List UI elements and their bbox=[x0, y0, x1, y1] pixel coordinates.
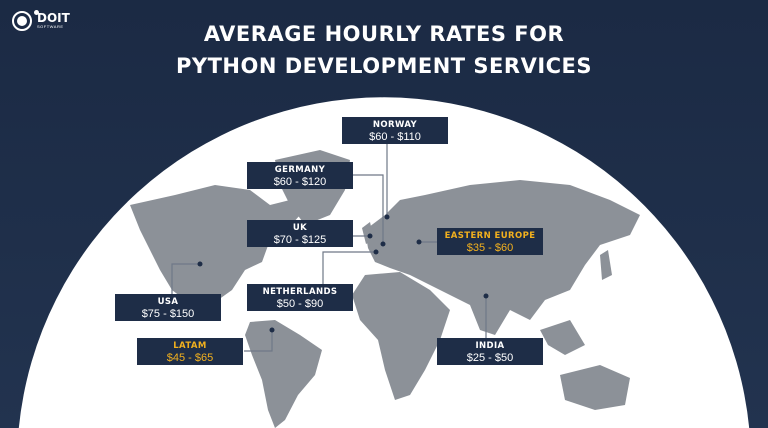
logo: DOIT SOFTWARE bbox=[12, 10, 70, 31]
label-latam: LATAM $45 - $65 bbox=[137, 338, 243, 365]
label-germany: GERMANY $60 - $120 bbox=[247, 162, 353, 189]
southeast-asia bbox=[540, 320, 585, 355]
title-line-1: AVERAGE HOURLY RATES FOR bbox=[203, 22, 565, 46]
connector-lines bbox=[171, 144, 487, 352]
label-usa: USA $75 - $150 bbox=[115, 294, 221, 321]
logo-icon bbox=[12, 10, 39, 31]
location-dots bbox=[197, 214, 489, 333]
title-line-2: PYTHON DEVELOPMENT SERVICES bbox=[175, 54, 593, 78]
japan bbox=[600, 250, 612, 280]
europe-asia bbox=[365, 180, 640, 335]
label-eastern-europe: EASTERN EUROPE $35 - $60 bbox=[437, 228, 543, 255]
label-uk: UK $70 - $125 bbox=[247, 220, 353, 247]
australia bbox=[560, 365, 630, 410]
africa bbox=[352, 272, 450, 400]
label-netherlands: NETHERLANDS $50 - $90 bbox=[247, 284, 353, 311]
continents bbox=[130, 150, 640, 428]
south-america bbox=[245, 320, 322, 428]
label-norway: NORWAY $60 - $110 bbox=[342, 117, 448, 144]
uk-island bbox=[362, 222, 374, 244]
label-india: INDIA $25 - $50 bbox=[437, 338, 543, 365]
